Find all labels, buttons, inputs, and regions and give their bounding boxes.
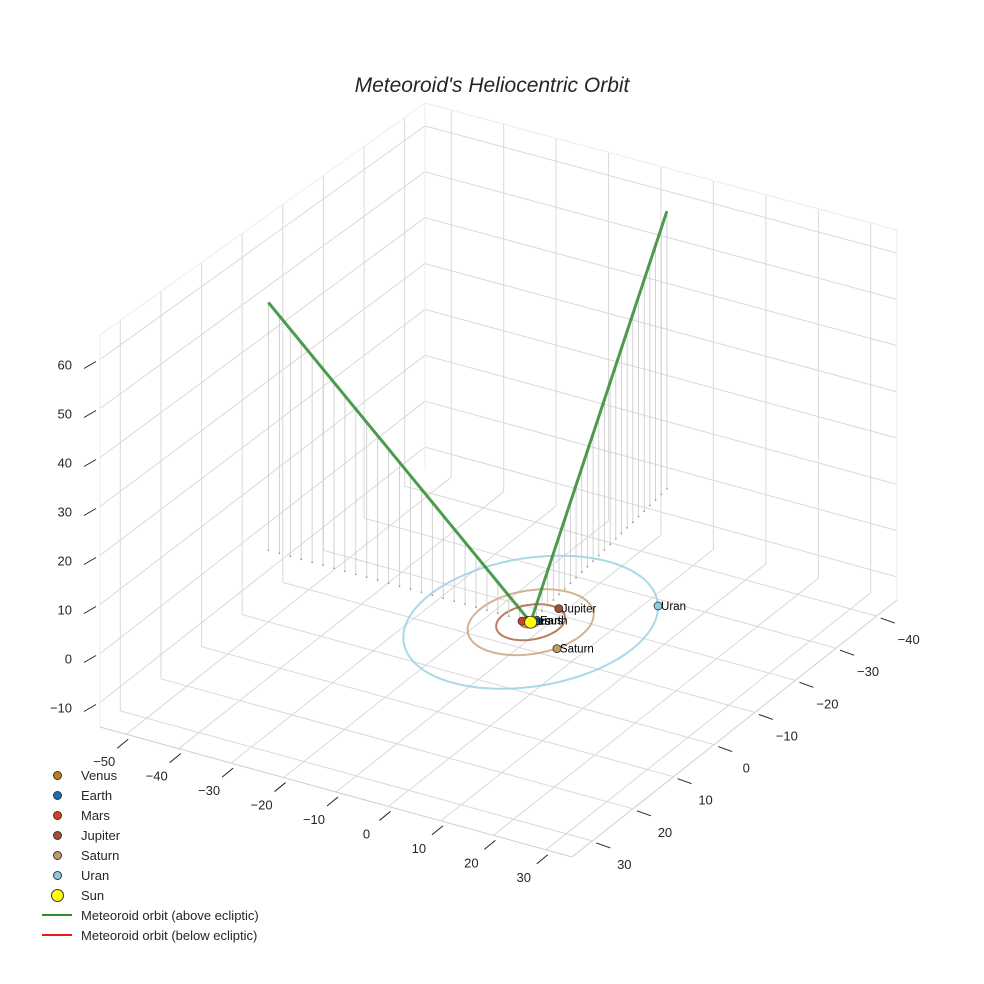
y-tick-label: 10	[698, 793, 712, 808]
legend-label: Meteoroid orbit (above ecliptic)	[81, 907, 259, 923]
z-tick-label: 50	[58, 407, 72, 422]
legend-label: Mars	[81, 807, 110, 823]
x-tick-label: −20	[251, 798, 273, 813]
x-tick-label: −40	[146, 769, 168, 784]
legend-item-mars[interactable]: Mars	[38, 805, 259, 825]
axis-ticks: −10 0 10 20 30 40 50 60 −50 −40 −30 −20 −10 0 10 20 30 −4…	[50, 358, 920, 885]
z-tick-label: 10	[58, 603, 72, 618]
chart-title: Meteoroid's Heliocentric Orbit	[354, 74, 630, 97]
legend-item-earth[interactable]: Earth	[38, 785, 259, 805]
legend-item-jupiter[interactable]: Jupiter	[38, 825, 259, 845]
z-tick-label: 40	[58, 456, 72, 471]
legend-item-uran[interactable]: Uran	[38, 865, 259, 885]
marker-dot-icon	[38, 770, 76, 780]
y-tick-label: −30	[857, 664, 879, 679]
line-swatch-icon	[38, 914, 76, 916]
orbit-uran	[402, 554, 659, 690]
orbit-saturn	[466, 588, 595, 657]
marker-dot-icon	[38, 870, 76, 880]
z-tick-label: 20	[58, 554, 72, 569]
planet-label: Uran	[661, 601, 686, 613]
x-tick-label: 30	[517, 870, 531, 885]
legend-item-saturn[interactable]: Saturn	[38, 845, 259, 865]
marker-dot-icon	[38, 888, 76, 902]
y-tick-label: 30	[617, 857, 631, 872]
x-tick-label: −30	[198, 783, 220, 798]
legend-label: Earth	[81, 787, 113, 803]
line-swatch-icon	[38, 934, 76, 936]
x-tick-label: −10	[303, 812, 325, 827]
y-tick-label: 20	[658, 825, 672, 840]
planet-label: Jupiter	[562, 604, 597, 616]
planet-saturn[interactable]	[552, 644, 562, 654]
legend-label: Meteoroid orbit (below ecliptic)	[81, 927, 258, 943]
planet-jupiter[interactable]	[554, 604, 564, 614]
legend-item-meteoroid-orbit-below-ecliptic-[interactable]: Meteoroid orbit (below ecliptic)	[38, 925, 259, 945]
z-tick-label: −10	[50, 701, 72, 716]
planet-label: Saturn	[560, 644, 594, 656]
legend-item-venus[interactable]: Venus	[38, 765, 259, 785]
marker-dot-icon	[38, 830, 76, 840]
y-tick-label: −10	[776, 728, 798, 743]
axes-grid	[99, 102, 898, 858]
marker-dot-icon	[38, 790, 76, 800]
y-tick-label: −40	[898, 632, 920, 647]
legend-label: Saturn	[81, 847, 120, 863]
legend: Venus Earth Mars Jupiter Saturn Uran Sun Meteor…	[38, 765, 259, 945]
z-tick-label: 30	[58, 505, 72, 520]
planet-uran[interactable]	[653, 601, 663, 611]
legend-item-sun[interactable]: Sun	[38, 885, 259, 905]
legend-label: Venus	[81, 767, 118, 783]
planet-sun[interactable]	[524, 615, 538, 629]
legend-label: Uran	[81, 867, 110, 883]
y-tick-label: 0	[743, 761, 750, 776]
planet-label: Earth	[540, 616, 568, 628]
legend-item-meteoroid-orbit-above-ecliptic-[interactable]: Meteoroid orbit (above ecliptic)	[38, 905, 259, 925]
legend-label: Sun	[81, 887, 105, 903]
y-tick-label: −20	[816, 696, 838, 711]
z-tick-label: 0	[65, 652, 72, 667]
z-tick-label: 60	[58, 358, 72, 373]
legend-label: Jupiter	[81, 827, 121, 843]
marker-dot-icon	[38, 850, 76, 860]
marker-dot-icon	[38, 810, 76, 820]
x-tick-label: 20	[464, 855, 478, 870]
x-tick-label: 0	[363, 826, 370, 841]
x-tick-label: −50	[93, 754, 115, 769]
x-tick-label: 10	[412, 841, 426, 856]
orbit-jupiter	[495, 603, 567, 642]
